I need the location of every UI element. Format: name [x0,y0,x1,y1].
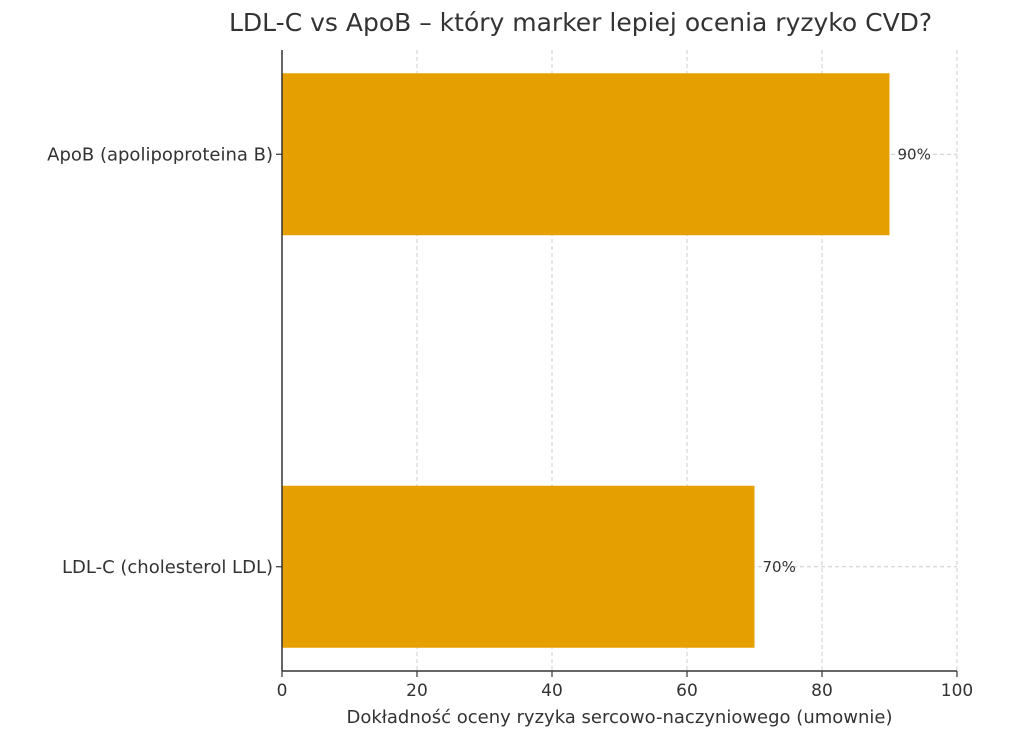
x-tick-label: 20 [406,681,428,701]
x-tick-label: 40 [541,681,563,701]
x-tick-label: 60 [676,681,698,701]
bars [282,73,890,648]
x-tick-label: 80 [811,681,833,701]
data-label: 70% [763,558,796,576]
x-tick-label: 0 [277,681,288,701]
data-labels: 90% 70% [763,145,931,576]
bar-1 [282,485,755,648]
category-label: ApoB (apolipoproteina B) [47,144,273,165]
x-tick-label: 100 [941,681,973,701]
data-label: 90% [898,145,931,163]
x-axis-title: Dokładność oceny ryzyka sercowo-naczynio… [346,707,892,728]
category-label: LDL-C (cholesterol LDL) [62,557,273,578]
category-labels: ApoB (apolipoproteina B) LDL-C (cholester… [47,144,282,578]
bar-0 [282,73,890,236]
chart-title: LDL-C vs ApoB – który marker lepiej ocen… [229,8,933,37]
x-axis-ticks: 0 20 40 60 80 100 [277,671,973,701]
